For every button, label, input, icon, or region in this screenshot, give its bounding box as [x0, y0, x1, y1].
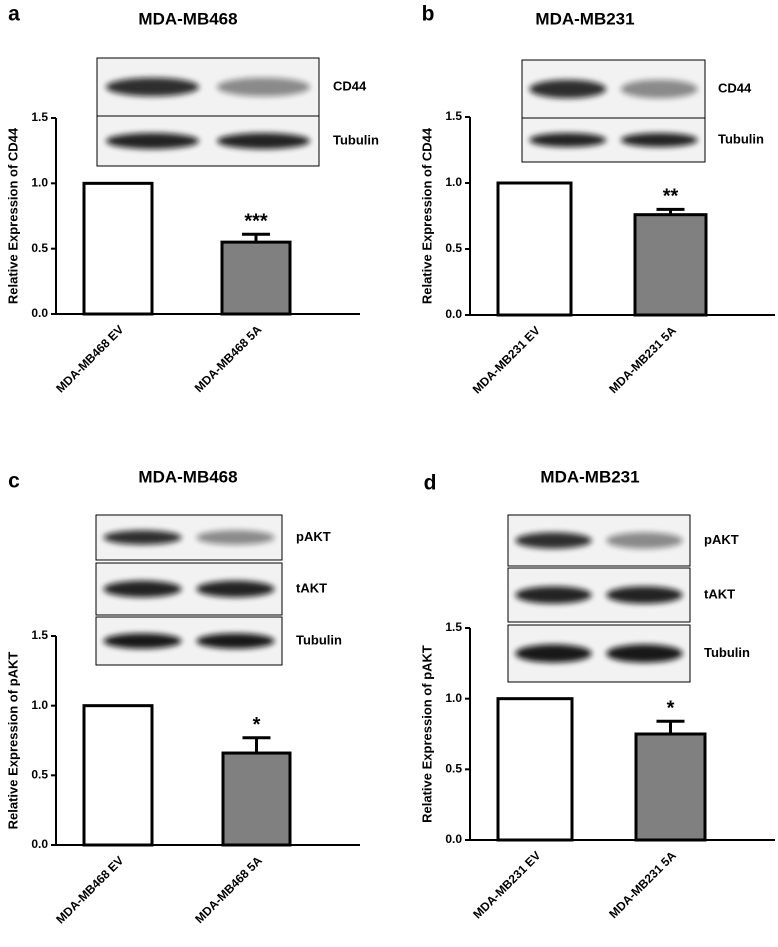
- panel-letter: c: [8, 470, 20, 493]
- significance: ***: [244, 211, 268, 233]
- blot-band: [103, 633, 182, 649]
- y-tick-label: 0.5: [445, 762, 462, 776]
- bar: [633, 213, 708, 317]
- blot-band: [103, 530, 182, 545]
- bar: [496, 181, 573, 317]
- y-axis-label: Relative Expression of pAKT: [5, 652, 20, 830]
- blot-band: [515, 644, 592, 663]
- bar: [221, 751, 292, 847]
- bar: [82, 704, 154, 847]
- y-tick-label: 1.5: [31, 628, 48, 642]
- y-tick-label: 1.0: [31, 698, 48, 712]
- x-tick-label: MDA-MB231 EV: [470, 848, 543, 921]
- panel-letter: a: [8, 3, 20, 26]
- blot-band: [606, 644, 683, 663]
- x-tick-label: MDA-MB468 5A: [192, 853, 265, 926]
- y-tick-label: 0.5: [31, 241, 48, 255]
- blot-band: [105, 77, 200, 97]
- blot-band: [529, 79, 607, 99]
- chart-title: MDA-MB468: [138, 467, 237, 486]
- blot-label: CD44: [333, 78, 367, 93]
- blot-band: [515, 532, 592, 549]
- blot-label: CD44: [718, 80, 752, 95]
- y-tick-label: 1.0: [445, 175, 462, 189]
- y-tick-label: 0.0: [445, 832, 462, 846]
- y-axis-label: Relative Expression of pAKT: [419, 645, 434, 823]
- x-tick-label: MDA-MB468 5A: [192, 322, 265, 395]
- error-bar: [656, 207, 685, 215]
- blot-band: [216, 77, 311, 97]
- x-tick-label: MDA-MB468 EV: [53, 322, 126, 395]
- chart-title: MDA-MB231: [540, 467, 639, 486]
- y-tick-label: 1.5: [31, 110, 48, 124]
- bar: [220, 240, 292, 316]
- x-tick-label: MDA-MB231 5A: [606, 323, 679, 396]
- y-tick-label: 1.0: [445, 691, 462, 705]
- blot-label: tAKT: [296, 580, 327, 595]
- blot-band: [529, 132, 607, 148]
- blot-band: [606, 586, 683, 604]
- y-tick-label: 0.5: [445, 241, 462, 255]
- y-tick-label: 1.0: [31, 176, 48, 190]
- bar: [634, 732, 707, 842]
- y-tick-label: 0.0: [31, 837, 48, 851]
- significance: **: [663, 186, 679, 208]
- blot-band: [620, 79, 698, 99]
- x-tick-label: MDA-MB231 5A: [606, 848, 679, 921]
- x-tick-label: MDA-MB468 EV: [53, 853, 126, 926]
- y-axis-label: Relative Expression of CD44: [5, 127, 20, 304]
- blot-label: pAKT: [296, 529, 331, 544]
- blot-band: [515, 586, 592, 604]
- blot-band: [606, 532, 683, 549]
- chart-title: MDA-MB231: [535, 9, 634, 28]
- y-axis-label: Relative Expression of CD44: [419, 127, 434, 304]
- y-tick-label: 0.0: [445, 307, 462, 321]
- panel-letter: d: [424, 472, 437, 495]
- blot-band: [196, 530, 275, 545]
- error-bar: [242, 736, 271, 754]
- x-tick-label: MDA-MB231 EV: [470, 323, 543, 396]
- y-tick-label: 1.5: [445, 620, 462, 634]
- bar: [82, 181, 154, 316]
- significance: *: [253, 714, 261, 736]
- bar: [496, 697, 574, 842]
- blot-band: [103, 580, 182, 598]
- blot-band: [620, 132, 698, 148]
- blot-label: tAKT: [704, 586, 735, 601]
- error-bar: [656, 719, 685, 734]
- blot-band: [196, 580, 275, 598]
- panel-letter: b: [422, 3, 435, 26]
- blot-label: Tubulin: [704, 645, 750, 660]
- error-bar: [242, 232, 270, 243]
- y-tick-label: 0.0: [31, 306, 48, 320]
- y-tick-label: 0.5: [31, 768, 48, 782]
- blot-band: [196, 633, 275, 649]
- chart-title: MDA-MB468: [138, 9, 237, 28]
- y-tick-label: 1.5: [445, 109, 462, 123]
- blot-label: pAKT: [704, 532, 739, 547]
- blot-band: [105, 133, 200, 149]
- significance: *: [667, 698, 675, 720]
- blot-label: Tubulin: [718, 131, 764, 146]
- blot-label: Tubulin: [296, 632, 342, 647]
- blot-band: [216, 133, 311, 149]
- blot-label: Tubulin: [333, 132, 379, 147]
